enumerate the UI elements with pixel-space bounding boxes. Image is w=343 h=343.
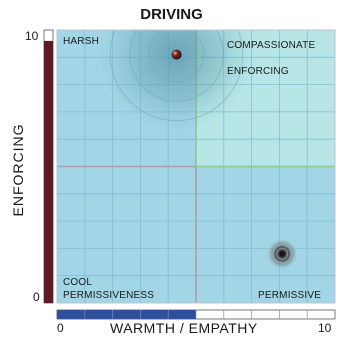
- quadrant-label-top-left: HARSH: [63, 36, 100, 47]
- plot-border: [56, 29, 336, 304]
- data-point-1: [171, 49, 182, 60]
- data-point-2: [279, 250, 286, 257]
- x-tick-min: 0: [57, 321, 64, 335]
- y-tick-min: 0: [33, 290, 40, 304]
- quadrant-label-bottom-left-line2: PERMISSIVENESS: [63, 290, 155, 301]
- point-halo-ring-2: [272, 244, 292, 264]
- point-halo-ring-2: [129, 30, 224, 102]
- y-axis-title: ENFORCING: [10, 123, 26, 217]
- point-halo-ring-3: [109, 30, 244, 122]
- quadrant-label-bottom-right: PERMISSIVE: [258, 290, 322, 301]
- point-halo-ring-1: [148, 30, 205, 83]
- x-scale-fill: [57, 310, 196, 319]
- x-axis-title: WARMTH / EMPATHY: [110, 320, 258, 336]
- quadrant-label-bottom-left-line1: COOL: [63, 277, 93, 288]
- data-points: [171, 49, 286, 257]
- point-halo-ring-1: [276, 248, 288, 260]
- quadrant-label-top-right-line1: COMPASSIONATE: [227, 40, 316, 51]
- x-scale-bar: [56, 309, 336, 320]
- data-halos: [98, 30, 298, 270]
- point-halo-1: [98, 30, 255, 133]
- y-scale-bar: [43, 29, 54, 304]
- x-tick-max: 10: [318, 321, 332, 335]
- y-tick-max: 10: [25, 29, 39, 43]
- quadrant-label-top-right-line2: ENFORCING: [227, 66, 289, 77]
- y-scale-fill: [44, 40, 53, 304]
- chart-title: DRIVING: [140, 6, 203, 23]
